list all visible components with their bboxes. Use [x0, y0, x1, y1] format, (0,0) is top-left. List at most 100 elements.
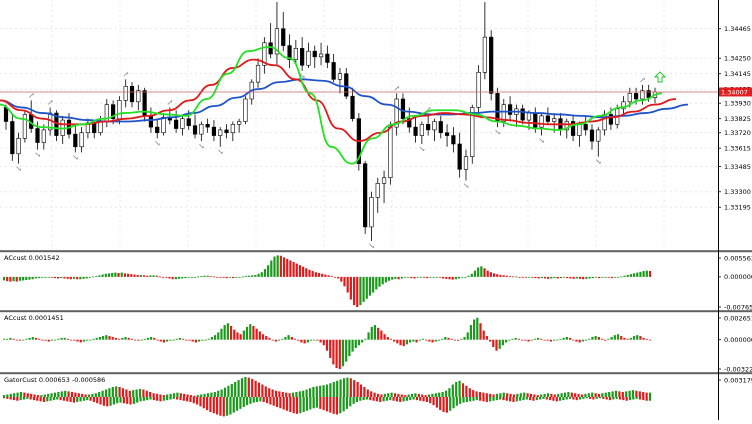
histogram-bar	[322, 385, 325, 397]
histogram-bar	[495, 393, 499, 397]
histogram-bar	[412, 339, 415, 342]
histogram-bar	[223, 325, 226, 340]
histogram-bar	[434, 393, 437, 397]
fractal-down-marker	[35, 152, 40, 157]
candle-body	[136, 90, 141, 103]
histogram-bar	[485, 393, 488, 397]
candle-body	[155, 126, 160, 134]
histogram-bar	[558, 397, 562, 401]
overlay-alligator-teeth	[0, 58, 677, 143]
histogram-bar	[542, 397, 545, 399]
histogram-bar	[499, 397, 502, 400]
alligator-lines	[0, 46, 689, 165]
histogram-bar	[530, 339, 533, 341]
histogram-bar	[345, 339, 348, 362]
histogram-bar	[119, 397, 122, 403]
histogram-bar	[155, 275, 158, 277]
candle-body	[438, 121, 443, 134]
candle-body	[633, 93, 639, 100]
histogram-bar	[460, 338, 463, 340]
histogram-bar	[578, 397, 582, 400]
histogram-bar	[626, 338, 629, 340]
histogram-bar	[235, 276, 238, 278]
histogram-bar	[226, 397, 229, 416]
histogram-bar	[527, 276, 531, 278]
overlay-alligator-jaw	[0, 78, 689, 123]
histogram-bar	[233, 329, 236, 340]
histogram-bar	[585, 276, 588, 279]
histogram-bar	[127, 337, 130, 340]
histogram-bar	[159, 397, 162, 402]
candle-body	[463, 156, 469, 170]
histogram-bar	[57, 338, 60, 340]
histogram-bar	[15, 339, 18, 341]
histogram-bar	[612, 397, 615, 400]
histogram-bar	[325, 339, 329, 351]
histogram-bar	[2, 395, 6, 397]
histogram-bar	[349, 276, 352, 300]
histogram-bar	[329, 383, 332, 397]
histogram-bar	[146, 337, 150, 340]
histogram-bar	[453, 339, 457, 341]
histogram-bar	[397, 393, 400, 397]
histogram-bar	[9, 337, 12, 340]
histogram-bar	[628, 390, 631, 397]
histogram-bar	[149, 397, 152, 400]
histogram-bar	[625, 397, 628, 401]
histogram-bar	[86, 339, 89, 341]
histogram-bar	[265, 336, 268, 340]
histogram-bar	[422, 397, 425, 402]
histogram-bar	[77, 393, 80, 397]
histogram-bar	[242, 397, 245, 407]
price-tick-label-6: 1.33720	[724, 129, 751, 137]
histogram-bar	[562, 397, 565, 401]
histogram-bar	[477, 267, 480, 277]
histogram-bar	[162, 339, 166, 343]
histogram-bar	[245, 326, 249, 340]
candle-body	[293, 48, 298, 60]
histogram-bar	[86, 397, 89, 401]
histogram-bar	[26, 397, 29, 399]
indicator-tick-label-0-1: 0.000000	[724, 273, 752, 281]
histogram-bar	[219, 397, 222, 416]
candle-body	[41, 129, 46, 143]
histogram-bar	[419, 397, 422, 401]
histogram-bar	[249, 324, 252, 340]
fractal-markers	[16, 71, 645, 249]
histogram-bar	[598, 397, 602, 399]
indicator-title-1: ACcust 0.0001451	[4, 314, 64, 322]
histogram-bar	[50, 276, 53, 278]
histogram-bar	[509, 393, 512, 397]
histogram-bar	[517, 338, 520, 340]
histogram-bar	[389, 338, 393, 340]
candle-body	[608, 114, 613, 125]
histogram-bar	[472, 390, 475, 397]
histogram-bar	[36, 397, 39, 401]
histogram-bar	[242, 330, 245, 340]
candle-body	[375, 183, 380, 198]
histogram-bar	[431, 339, 434, 343]
histogram-bar	[489, 393, 492, 397]
histogram-bar	[101, 274, 104, 277]
candle-body	[337, 73, 343, 80]
histogram-bar	[632, 336, 636, 340]
histogram-bar	[475, 391, 478, 397]
histogram-bar	[621, 392, 624, 397]
histogram-bar	[504, 339, 508, 343]
histogram-bar	[442, 397, 445, 412]
histogram-bar	[442, 276, 445, 279]
histogram-bar	[82, 276, 85, 279]
histogram-bar	[536, 337, 540, 340]
histogram-bar	[79, 339, 82, 343]
histogram-bar	[76, 339, 79, 342]
histogram-bar	[28, 276, 31, 280]
histogram-bar	[159, 394, 162, 397]
histogram-bar	[525, 397, 528, 400]
histogram-bar	[458, 380, 461, 397]
histogram-bar	[448, 388, 451, 397]
fractal-down-marker	[539, 138, 545, 143]
histogram-bar	[363, 387, 366, 397]
histogram-bar	[511, 338, 514, 340]
histogram-bar	[432, 397, 435, 406]
